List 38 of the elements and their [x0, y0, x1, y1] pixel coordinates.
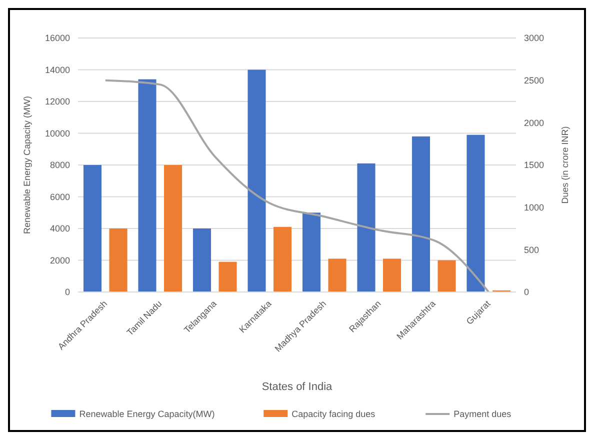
- bar: [438, 260, 456, 292]
- y-tick-label: 4000: [50, 224, 70, 234]
- y-axis-title: Renewable Energy Capacity (MW): [22, 96, 32, 234]
- y2-tick-label: 1500: [524, 160, 544, 170]
- legend-label: Renewable Energy Capacity(MW): [79, 409, 215, 420]
- y2-tick-label: 3000: [524, 33, 544, 44]
- bar: [248, 70, 266, 292]
- y2-tick-label: 2000: [524, 118, 544, 128]
- y-tick-label: 14000: [44, 64, 70, 75]
- legend-label: Payment dues: [454, 409, 512, 420]
- y-tick-label: 10000: [44, 128, 70, 138]
- bar: [412, 136, 430, 292]
- y2-tick-label: 1000: [524, 202, 544, 212]
- y2-tick-label: 500: [524, 244, 540, 255]
- y-tick-label: 8000: [50, 160, 70, 170]
- bar: [382, 258, 402, 292]
- y2-tick-label: 2500: [524, 75, 544, 86]
- y2-tick-label: 0: [524, 287, 530, 298]
- bar: [138, 79, 156, 292]
- bar: [218, 262, 237, 292]
- y-tick-label: 0: [64, 287, 70, 298]
- y2-axis-title: Dues (in crore INR): [560, 126, 570, 204]
- bar: [109, 228, 128, 292]
- bar: [328, 258, 346, 292]
- bar: [273, 226, 292, 292]
- bar: [192, 228, 212, 292]
- bar: [83, 165, 102, 292]
- x-axis-title: States of India: [262, 381, 334, 393]
- line-series: [104, 79, 490, 293]
- y-tick-label: 12000: [44, 96, 70, 107]
- y-tick-label: 6000: [50, 192, 70, 202]
- bar: [302, 212, 321, 292]
- bar: [164, 165, 182, 292]
- legend-label: Capacity facing dues: [292, 409, 376, 420]
- y-tick-label: 16000: [44, 33, 70, 44]
- bar: [466, 134, 485, 292]
- y-tick-label: 2000: [50, 255, 70, 266]
- bar: [357, 163, 376, 292]
